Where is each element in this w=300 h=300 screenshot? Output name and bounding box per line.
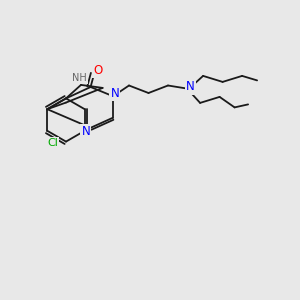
Text: Cl: Cl bbox=[47, 138, 58, 148]
Text: N: N bbox=[81, 125, 90, 138]
Text: N: N bbox=[110, 87, 119, 100]
Text: N: N bbox=[186, 80, 195, 94]
Text: O: O bbox=[93, 64, 102, 77]
Text: NH: NH bbox=[72, 73, 87, 83]
